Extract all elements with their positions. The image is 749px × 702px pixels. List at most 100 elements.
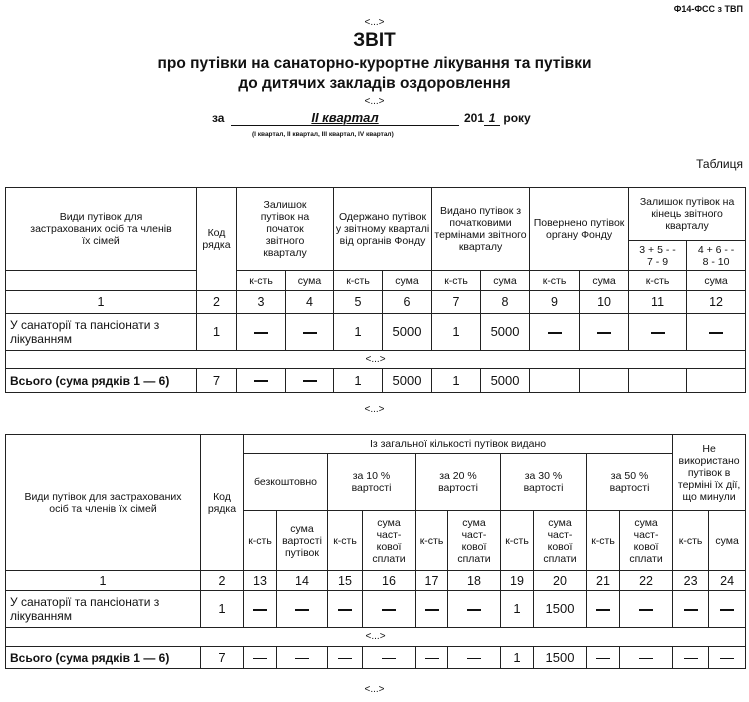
cell-value: 1 [500, 590, 534, 628]
cell-value [362, 646, 416, 669]
dash [683, 657, 698, 659]
header-start-balance: Залишок путівок на початок звітного квар… [236, 187, 334, 271]
column-number: 8 [480, 290, 531, 314]
dash [683, 608, 698, 611]
column-number: 11 [628, 290, 688, 314]
table-row: У санаторії та пансіонати з лікуванням 1 1… [5, 590, 747, 628]
subheader-qty: к-сть [628, 270, 688, 291]
cell-value: 5000 [480, 313, 531, 351]
cell-value [285, 368, 334, 393]
cell-value [362, 590, 416, 628]
dash [253, 657, 267, 659]
page-title: ЗВІТ [353, 30, 396, 51]
dash [639, 657, 654, 659]
row-code: 1 [196, 313, 237, 351]
subheader-qty: к-сть [333, 270, 383, 291]
dash [302, 380, 317, 383]
dash [253, 608, 267, 611]
header-returned: Повернено путівок органу Фонду [529, 187, 630, 271]
cell-value [618, 646, 674, 669]
column-number: 4 [285, 290, 334, 314]
dash [720, 608, 735, 611]
dash [597, 331, 612, 334]
cell-value: 5000 [480, 368, 531, 393]
column-numbers-row: 1 2 3 4 5 6 7 8 9 10 11 12 [5, 290, 747, 314]
dash [639, 608, 654, 611]
dash [338, 608, 352, 611]
cell-value [529, 368, 581, 393]
header-received: Одержано путівок у звітному кварталі від… [332, 187, 433, 271]
header-20-percent: за 20 % вартості [415, 453, 501, 511]
cell-value: 1 [431, 368, 482, 393]
year: 201 1 року [464, 111, 531, 126]
cell-value [686, 313, 747, 351]
subheader-qty: к-сть [672, 510, 710, 571]
cell-value [236, 313, 286, 351]
dash [547, 331, 562, 334]
subheader-qty: к-сть [586, 510, 620, 571]
subheader-qty: к-сть [431, 270, 482, 291]
column-number: 22 [618, 570, 674, 591]
cell-value [243, 646, 277, 669]
table-row-total: Всього (сума рядків 1 — 6) 7 1 1500 [5, 646, 747, 669]
cell-value: 1 [333, 368, 383, 393]
cell-value [415, 646, 448, 669]
row-name: У санаторії та пансіонати з лікуванням [5, 590, 201, 628]
column-number: 9 [529, 290, 581, 314]
table-row-total: Всього (сума рядків 1 — 6) 7 1 5000 1 5000 [5, 368, 747, 393]
cell-value [672, 646, 710, 669]
cell-value [447, 646, 501, 669]
dash [254, 331, 268, 334]
cell-value [529, 313, 581, 351]
cell-value [415, 590, 448, 628]
dash [596, 608, 610, 611]
dash [596, 657, 610, 659]
cell-value [276, 646, 328, 669]
period-hint: (I квартал, II квартал, III квартал, IV … [252, 131, 394, 138]
dash [720, 657, 735, 659]
dash [650, 331, 665, 334]
subheader-sum-part: сума част-кової сплати [362, 510, 416, 571]
cell-value [586, 590, 620, 628]
subheader-qty: к-сть [529, 270, 581, 291]
cell-value [628, 368, 688, 393]
column-number: 2 [200, 570, 244, 591]
ellipsis-row: <...> [4, 350, 747, 369]
subheader-qty: к-сть [415, 510, 448, 571]
cell-value [672, 590, 710, 628]
subtitle-line2: до дитячих закладів оздоровлення [238, 75, 511, 92]
subheader-qty: к-сть [243, 510, 277, 571]
column-number: 7 [431, 290, 482, 314]
row-code: 7 [200, 646, 244, 669]
column-number: 15 [327, 570, 363, 591]
row-name: У санаторії та пансіонати з лікуванням [5, 313, 197, 351]
column-number: 19 [500, 570, 534, 591]
row-code: 1 [200, 590, 244, 628]
cell-value: 1500 [533, 646, 587, 669]
cell-value: 1 [431, 313, 482, 351]
cell-value [586, 646, 620, 669]
row-code: 7 [196, 368, 237, 393]
header-type: Види путівок для застрахованих осіб та ч… [5, 434, 201, 571]
cell-value [236, 368, 286, 393]
ellipsis-row: <...> [4, 627, 747, 647]
header-50-percent: за 50 % вартості [585, 453, 674, 511]
column-numbers-row: 1 2 13 14 15 16 17 18 19 20 21 22 23 24 [5, 570, 747, 591]
cell-value [579, 313, 630, 351]
subheader-sum: сума [381, 270, 433, 291]
column-number: 1 [5, 570, 201, 591]
column-number: 13 [243, 570, 277, 591]
cell-value [243, 590, 277, 628]
dash [382, 657, 396, 659]
subheader-sum-part: сума част-кової сплати [447, 510, 501, 571]
column-number: 23 [672, 570, 710, 591]
cell-value: 5000 [381, 368, 433, 393]
subheader-sum: сума [708, 510, 747, 571]
cell-value [276, 590, 328, 628]
cell-value [686, 368, 747, 393]
row-name: Всього (сума рядків 1 — 6) [5, 368, 197, 393]
table-row: У санаторії та пансіонати з лікуванням 1 1… [5, 313, 747, 351]
table-2: Види путівок для застрахованих осіб та ч… [4, 434, 747, 669]
subheader-sum-cost: сума вартості путівок [276, 510, 328, 571]
header-code: Код рядка [200, 434, 244, 571]
